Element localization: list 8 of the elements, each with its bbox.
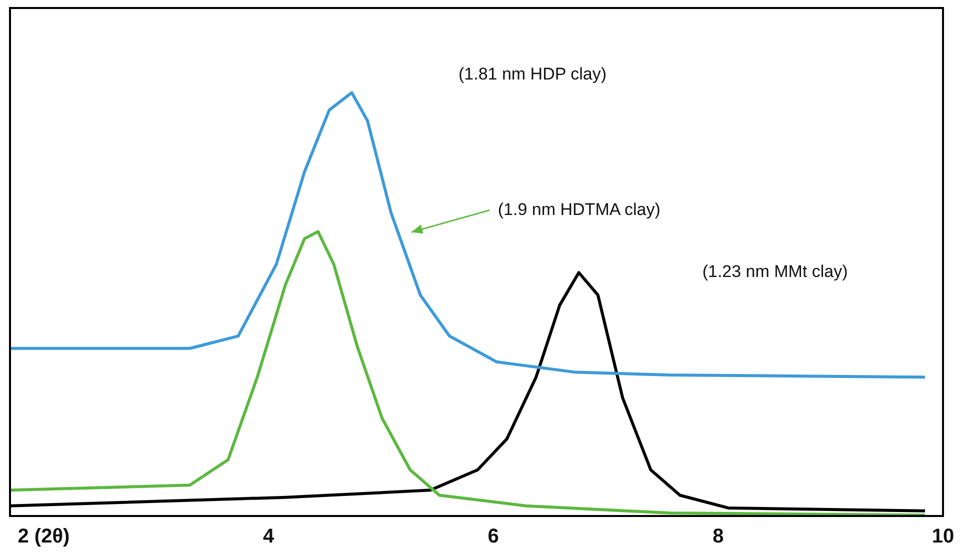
x-tick-label: 6: [488, 526, 499, 548]
x-tick-label: 2 (2θ): [18, 526, 70, 548]
text: (1.81 nm HDP clay): [458, 64, 606, 84]
x-tick-label: 10: [932, 526, 954, 548]
annotation: (1.9 nm HDTMA clay): [498, 200, 660, 219]
x-tick-label: 8: [712, 526, 724, 548]
annotation: (1.23 nm MMt clay): [702, 262, 848, 282]
x-tick-label: 4: [262, 526, 275, 548]
